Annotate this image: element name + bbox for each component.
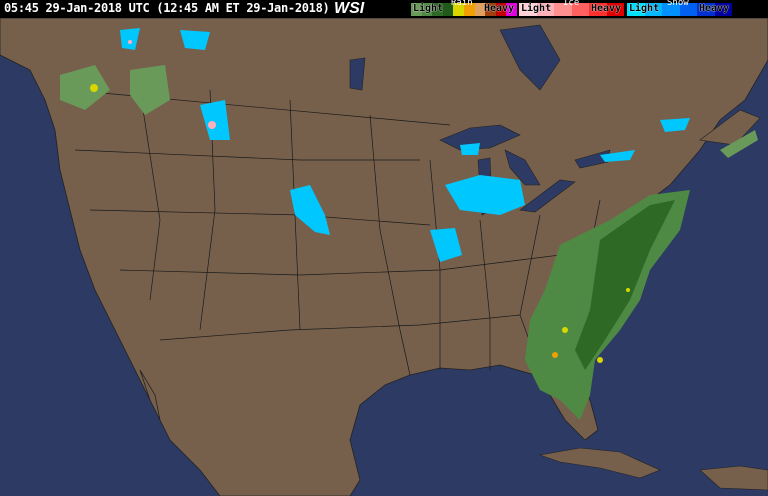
legend-ice-light: Light bbox=[521, 3, 552, 14]
legend-rain-light: Light bbox=[413, 3, 444, 14]
land-hispaniola bbox=[699, 465, 768, 491]
legend-snow-swatch bbox=[644, 3, 662, 16]
legend-ice-swatch bbox=[554, 3, 572, 16]
legend-snow: Snow Light Heavy bbox=[627, 0, 732, 18]
legend-rain-swatch bbox=[495, 3, 507, 16]
legend-snow-swatch bbox=[697, 3, 715, 16]
wsi-logo: WSI bbox=[334, 0, 365, 17]
legend-snow-swatch bbox=[627, 3, 645, 16]
legend-rain-swatch bbox=[506, 3, 517, 16]
legend-ice: Ice Light Heavy bbox=[519, 0, 624, 18]
land-cuba bbox=[538, 447, 661, 479]
legend-ice-swatch bbox=[519, 3, 537, 16]
land-nova-scotia bbox=[699, 109, 761, 146]
legend-rain-swatch bbox=[485, 3, 496, 16]
legend-ice-swatch bbox=[589, 3, 607, 16]
precip-snow bbox=[120, 28, 690, 262]
precip-ice bbox=[128, 40, 216, 129]
great-lakes bbox=[349, 24, 611, 216]
legend-snow-title: Snow bbox=[667, 0, 689, 8]
legend-snow-swatch bbox=[662, 3, 680, 16]
legend-rain-swatch bbox=[432, 3, 443, 16]
legend-rain-swatch bbox=[411, 3, 422, 16]
legend-rain-swatch bbox=[442, 3, 454, 16]
legend-ice-title: Ice bbox=[563, 0, 580, 8]
header-bar: 05:45 29-Jan-2018 UTC (12:45 AM ET 29-Ja… bbox=[0, 0, 768, 18]
legend-rain-swatch bbox=[474, 3, 486, 16]
legend-rain-swatch bbox=[453, 3, 464, 16]
legend-rain-heavy: Heavy bbox=[484, 3, 515, 14]
legend-rain-title: Rain bbox=[451, 0, 473, 8]
legend-rain: Rain Light Heavy bbox=[411, 0, 517, 18]
timestamp: 05:45 29-Jan-2018 UTC (12:45 AM ET 29-Ja… bbox=[4, 1, 330, 15]
legend-rain-swatch bbox=[421, 3, 433, 16]
legend-snow-heavy: Heavy bbox=[699, 3, 730, 14]
legend-rain-swatch bbox=[463, 3, 475, 16]
legend-ice-swatch bbox=[606, 3, 624, 16]
legend-ice-swatch bbox=[536, 3, 554, 16]
legend-ice-heavy: Heavy bbox=[591, 3, 622, 14]
legend-snow-swatch bbox=[679, 3, 697, 16]
legend-snow-light: Light bbox=[629, 3, 660, 14]
precip-rain bbox=[60, 65, 758, 420]
legend-ice-swatch bbox=[571, 3, 589, 16]
legend-snow-swatch bbox=[714, 3, 732, 16]
